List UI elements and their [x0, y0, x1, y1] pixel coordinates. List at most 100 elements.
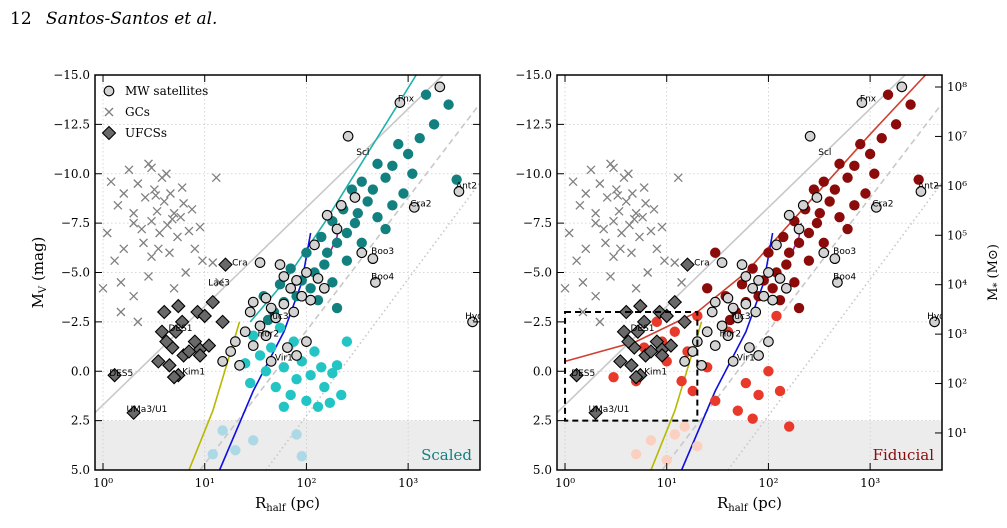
marker-stroke: [591, 291, 601, 301]
sim-point: [701, 283, 713, 294]
gc-marker: [173, 232, 182, 242]
x-tick-label: 10⁰: [555, 476, 575, 490]
y-tick-label: −5.0: [523, 266, 552, 280]
y2-tick-label: 10⁷: [947, 129, 967, 143]
satellite-marker: [265, 356, 277, 367]
satellite-marker: [342, 130, 354, 142]
sim-point: [291, 429, 302, 440]
sim-point: [864, 148, 876, 160]
satellite-marker: [367, 253, 379, 265]
gc-marker: [641, 198, 651, 208]
x-axis-label-part: half: [728, 503, 749, 514]
marker-stroke: [129, 291, 139, 301]
marker-stroke: [638, 212, 648, 222]
marker-stroke: [560, 283, 570, 293]
y2-axis-label-part: (M⊙): [986, 244, 1001, 282]
gc-marker: [635, 232, 644, 242]
marker-stroke: [139, 238, 148, 248]
sim-point: [428, 119, 440, 130]
gc-marker: [601, 238, 610, 248]
page-number: 12: [10, 9, 32, 29]
marker-stroke: [167, 214, 177, 224]
sim-point: [710, 247, 721, 258]
gc-marker: [609, 252, 619, 262]
sim-point: [312, 401, 324, 412]
marker-stroke: [649, 204, 659, 214]
marker-stroke: [581, 189, 591, 198]
sim-point: [316, 362, 327, 373]
sim-point: [324, 397, 336, 409]
gc-marker: [560, 283, 570, 293]
legend-label: MW satellites: [125, 84, 208, 98]
satellite-marker: [244, 306, 256, 318]
y-tick-label: −7.5: [61, 216, 90, 230]
marker-stroke: [147, 216, 157, 226]
sim-point: [285, 263, 296, 274]
satellite-marker: [929, 316, 940, 328]
ufcs-marker: [630, 324, 646, 340]
marker-stroke: [153, 244, 163, 254]
ufcs-marker: [663, 338, 679, 353]
marker-stroke: [104, 107, 114, 117]
gc-marker: [564, 228, 574, 238]
gc-marker: [627, 189, 637, 198]
gc-marker: [124, 165, 134, 175]
sim-point: [732, 405, 744, 416]
reference-line: [680, 232, 774, 470]
sim-point: [803, 227, 815, 239]
sim-point: [608, 371, 619, 383]
sim-point: [341, 255, 353, 266]
object-label: DES5: [109, 369, 133, 379]
gc-marker: [643, 268, 653, 277]
gc-marker: [591, 291, 601, 301]
gc-marker: [652, 244, 662, 254]
satellite-marker: [896, 81, 908, 93]
sim-point: [352, 208, 363, 219]
sim-point: [740, 377, 752, 389]
x-tick-label: 10²: [758, 476, 778, 490]
reference-line: [727, 183, 942, 470]
satellite-marker: [687, 346, 699, 357]
object-label: UMa3/U1: [588, 405, 629, 415]
sim-point: [398, 188, 409, 199]
object-label: Hyd1: [927, 312, 951, 322]
satellite-marker: [288, 306, 300, 318]
satellite-marker: [285, 282, 297, 294]
ufcs-marker: [197, 308, 212, 324]
sim-point: [451, 174, 462, 185]
ufcs-marker: [677, 314, 692, 330]
gc-marker: [177, 183, 187, 193]
object-label: Vir1: [275, 353, 293, 363]
marker-stroke: [179, 198, 189, 208]
running-head: Santos-Santos et al.: [46, 9, 217, 29]
x-tick-label: 10⁰: [93, 476, 113, 490]
sim-point: [372, 158, 383, 170]
sim-point: [905, 99, 916, 110]
satellite-marker: [453, 186, 465, 197]
satellite-marker: [716, 320, 728, 332]
ufcs-marker: [168, 324, 184, 340]
gc-marker: [624, 220, 634, 230]
x-axis-label-part: (pc): [286, 494, 320, 512]
marker-stroke: [176, 212, 186, 222]
sim-point: [842, 172, 853, 183]
y-tick-label: −15.0: [515, 68, 552, 82]
ufcs-marker: [162, 358, 177, 373]
sim-point: [860, 188, 871, 199]
y-tick-label: 0.0: [71, 364, 90, 378]
ufcs-marker: [680, 257, 695, 272]
gc-marker: [129, 291, 139, 301]
shaded-region: [557, 420, 942, 470]
sim-point: [387, 200, 398, 211]
marker-stroke: [626, 248, 636, 258]
reference-line: [661, 104, 942, 470]
marker-stroke: [159, 196, 169, 206]
object-label: Scl: [356, 148, 369, 158]
gc-marker: [659, 256, 669, 266]
gc-marker: [153, 244, 163, 254]
sim-point: [331, 360, 343, 371]
sim-point: [312, 294, 324, 306]
object-label: Cra: [232, 259, 248, 269]
